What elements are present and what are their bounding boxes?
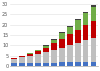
Bar — [83, 62, 88, 66]
Bar — [51, 63, 57, 66]
Bar — [35, 54, 41, 63]
Bar — [11, 59, 17, 63]
Bar — [27, 56, 33, 63]
Bar — [75, 30, 80, 43]
Bar — [83, 13, 88, 25]
Bar — [59, 39, 65, 48]
Bar — [19, 56, 25, 57]
Bar — [51, 50, 57, 63]
Bar — [27, 53, 33, 54]
Bar — [91, 62, 96, 66]
Bar — [43, 63, 49, 66]
Bar — [27, 63, 33, 66]
Bar — [35, 51, 41, 54]
Bar — [75, 20, 80, 30]
Bar — [43, 52, 49, 63]
Bar — [43, 48, 49, 52]
Bar — [19, 57, 25, 63]
Bar — [51, 39, 57, 40]
Bar — [83, 25, 88, 40]
Bar — [27, 54, 33, 56]
Bar — [11, 63, 17, 66]
Bar — [75, 62, 80, 66]
Bar — [67, 45, 73, 62]
Bar — [51, 40, 57, 43]
Bar — [67, 34, 73, 45]
Bar — [91, 38, 96, 62]
Bar — [91, 5, 96, 7]
Bar — [51, 43, 57, 50]
Bar — [59, 48, 65, 62]
Bar — [35, 50, 41, 51]
Bar — [59, 62, 65, 66]
Bar — [59, 32, 65, 33]
Bar — [11, 58, 17, 59]
Bar — [19, 63, 25, 66]
Bar — [35, 63, 41, 66]
Bar — [67, 27, 73, 34]
Bar — [75, 19, 80, 20]
Bar — [59, 33, 65, 39]
Bar — [67, 25, 73, 27]
Bar — [91, 7, 96, 21]
Bar — [43, 46, 49, 48]
Bar — [67, 62, 73, 66]
Bar — [83, 40, 88, 62]
Bar — [75, 43, 80, 62]
Bar — [91, 21, 96, 38]
Bar — [43, 45, 49, 46]
Bar — [83, 12, 88, 13]
